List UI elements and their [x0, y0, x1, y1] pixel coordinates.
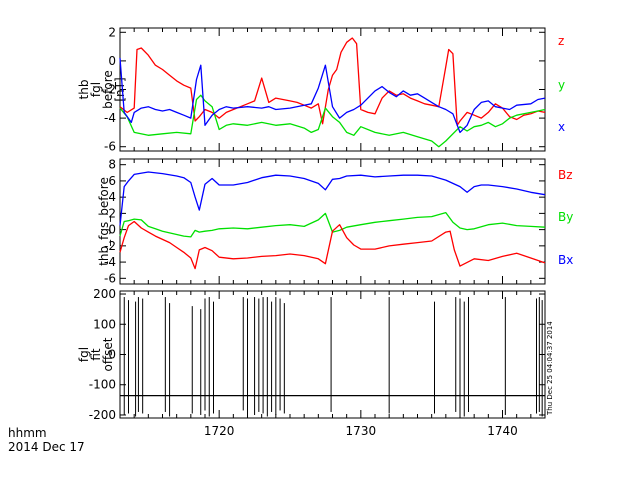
- y-tick-label: 2: [108, 25, 116, 39]
- series-bz: [119, 171, 546, 226]
- axis-ticks: 2 0 -2 -4 -6: [104, 25, 546, 154]
- y-tick-label: 4: [108, 190, 116, 204]
- y-label-line: offset: [101, 337, 115, 371]
- y-tick-label: 6: [108, 174, 116, 188]
- panel-fgs-before: thb_fgs_before 8 6 4 2 0 -2 -4 -6 Bz By Bx: [97, 158, 573, 286]
- y-tick-label: -4: [104, 111, 116, 125]
- y-label-line: thb_fgs_before: [97, 177, 111, 266]
- y-tick-label: -4: [104, 255, 116, 269]
- y-tick-label: -6: [104, 140, 116, 154]
- x-tick-label: 1740: [487, 424, 518, 438]
- y-label-line: thb: [77, 80, 91, 100]
- y-tick-label: 0: [108, 223, 116, 237]
- y-tick-label: -200: [89, 408, 116, 422]
- axis-ticks: 200 100 0 -100 -200 1720 1730 1740: [89, 287, 546, 438]
- x-tick-label: 1730: [346, 424, 377, 438]
- series-z: [119, 37, 546, 126]
- y-tick-label: 0: [108, 348, 116, 362]
- y-label-line: fit: [89, 348, 103, 361]
- y-label-line: fgl: [89, 82, 103, 97]
- y-tick-label: -6: [104, 271, 116, 285]
- y-tick-label: -100: [89, 378, 116, 392]
- y-tick-label: -2: [104, 239, 116, 253]
- panel-frame: [119, 290, 546, 419]
- date-label: 2014 Dec 17: [8, 440, 85, 454]
- y-tick-label: 200: [93, 287, 116, 301]
- time-format-label: hhmm: [8, 426, 47, 440]
- legend-y: y: [558, 78, 565, 92]
- legend-bx: Bx: [558, 253, 573, 267]
- series-x: [119, 57, 546, 134]
- y-tick-label: 8: [108, 158, 116, 172]
- y-axis-label: thb_fgs_before: [97, 177, 111, 266]
- series-bx: [119, 220, 546, 270]
- series-lines: [119, 171, 546, 270]
- legend-z: z: [558, 34, 564, 48]
- legend-by: By: [558, 210, 573, 224]
- series-lines: [119, 37, 546, 148]
- y-tick-label: 0: [108, 54, 116, 68]
- y-tick-label: 2: [108, 206, 116, 220]
- series-y: [119, 94, 546, 148]
- series-lines: [120, 297, 545, 417]
- y-label-line: before: [101, 70, 115, 109]
- x-tick-label: 1720: [204, 424, 235, 438]
- y-tick-label: 100: [93, 317, 116, 331]
- y-label-line: fgl: [77, 347, 91, 362]
- y-tick-label: -2: [104, 83, 116, 97]
- axis-ticks: 8 6 4 2 0 -2 -4 -6: [104, 158, 546, 285]
- run-timestamp: Thu Dec 25 04:04:37 2014: [546, 321, 554, 416]
- legend-x: x: [558, 120, 565, 134]
- legend-bz: Bz: [558, 168, 573, 182]
- series-by: [119, 211, 546, 238]
